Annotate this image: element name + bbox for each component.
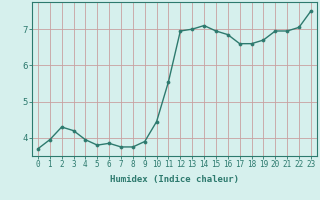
X-axis label: Humidex (Indice chaleur): Humidex (Indice chaleur) — [110, 175, 239, 184]
